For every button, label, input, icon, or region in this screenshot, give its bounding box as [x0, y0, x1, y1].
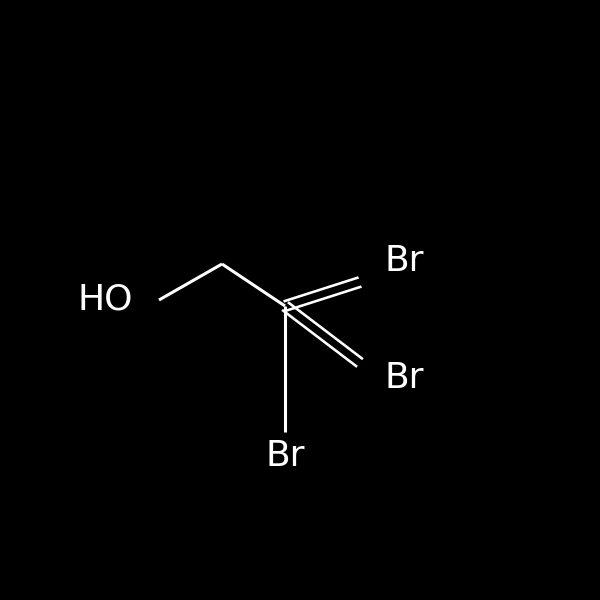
Text: HO: HO — [77, 283, 133, 317]
Text: Br: Br — [384, 244, 424, 278]
Text: Br: Br — [265, 439, 305, 473]
Text: Br: Br — [384, 361, 424, 395]
